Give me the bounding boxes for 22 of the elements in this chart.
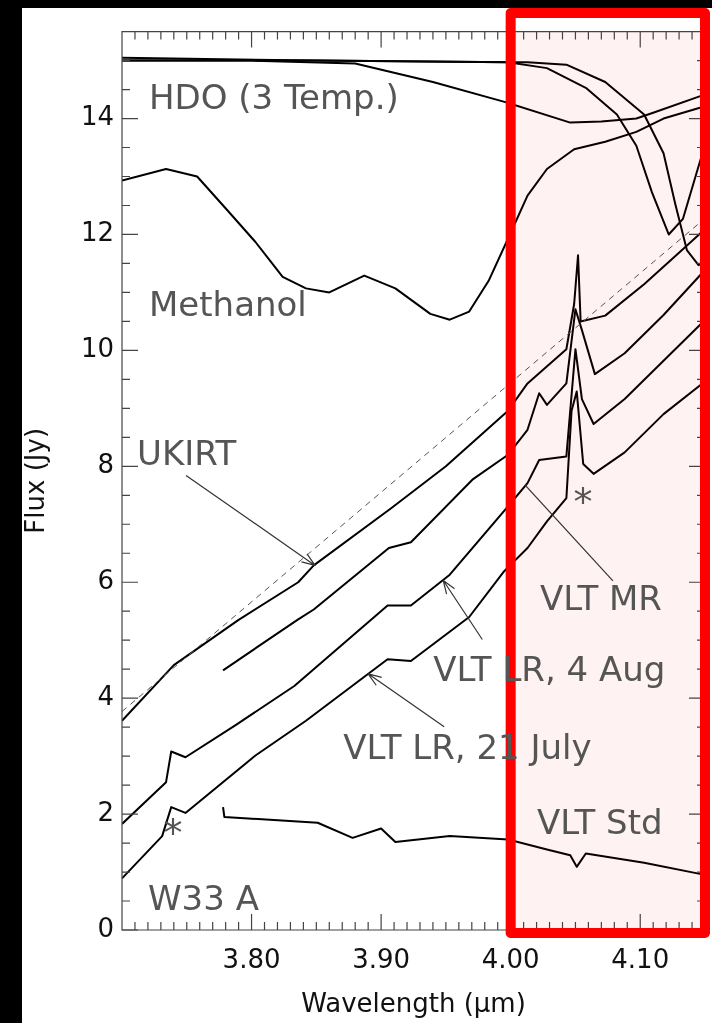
annotation: *: [163, 810, 183, 855]
y-tick-label: 14: [80, 101, 114, 132]
y-tick-label: 10: [80, 333, 114, 364]
x-axis-title: Wavelength (μm): [301, 988, 526, 1019]
annotation: *: [573, 479, 593, 524]
x-tick-label: 3.90: [352, 944, 411, 975]
y-tick-label: 2: [97, 796, 114, 827]
y-tick-label: 8: [97, 449, 114, 480]
y-tick-label: 6: [97, 564, 114, 595]
y-tick-label: 4: [97, 680, 114, 711]
annotation: HDO (3 Temp.): [149, 77, 399, 117]
annotation: VLT Std: [537, 802, 663, 842]
annotation: VLT MR: [539, 577, 662, 618]
annotation: UKIRT: [137, 433, 237, 474]
y-tick-label: 12: [80, 217, 114, 248]
x-tick-label: 3.80: [222, 944, 281, 975]
annotation: Methanol: [149, 284, 307, 324]
y-axis-title: Flux (Jy): [20, 427, 51, 534]
annotation: W33 A: [148, 878, 259, 918]
x-tick-label: 4.00: [481, 944, 540, 975]
y-tick-label: 0: [97, 912, 114, 943]
x-tick-label: 4.10: [611, 944, 670, 975]
